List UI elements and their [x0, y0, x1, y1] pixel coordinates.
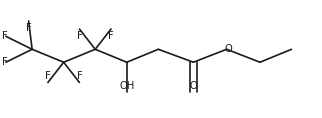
Text: O: O: [189, 81, 197, 91]
Text: F: F: [45, 71, 51, 81]
Text: F: F: [108, 31, 114, 41]
Text: F: F: [77, 71, 82, 81]
Text: F: F: [2, 57, 8, 67]
Text: OH: OH: [119, 81, 134, 91]
Text: F: F: [77, 31, 82, 41]
Text: O: O: [225, 44, 233, 54]
Text: F: F: [2, 31, 8, 41]
Text: F: F: [26, 23, 32, 33]
